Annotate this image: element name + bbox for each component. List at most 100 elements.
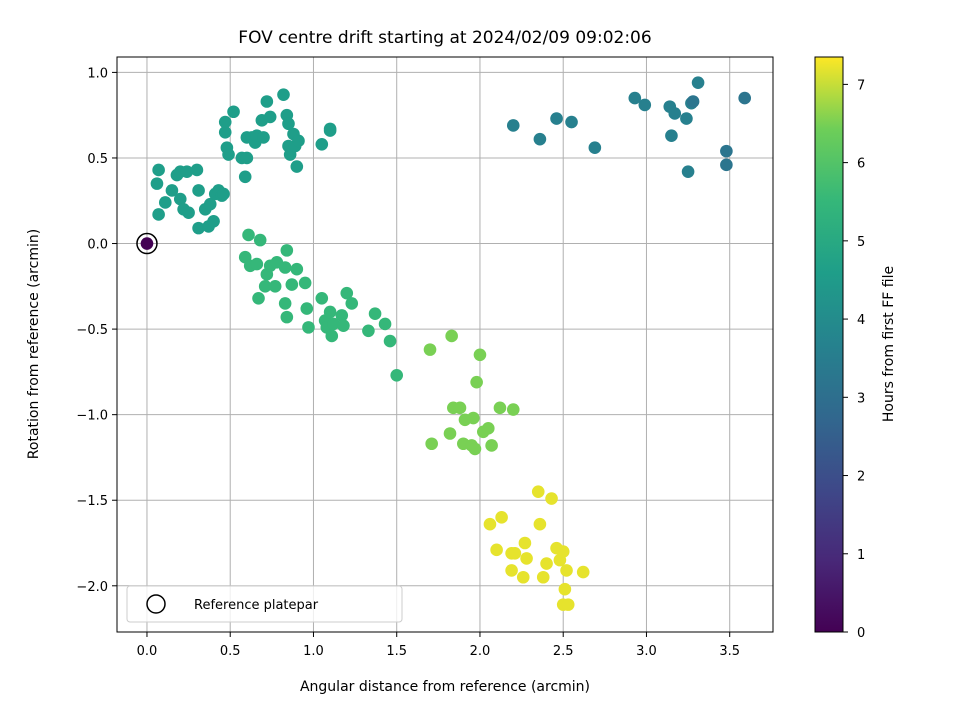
y-tick-label: −2.0: [76, 580, 108, 595]
data-point: [217, 187, 230, 201]
reference-platepar-marker: [136, 232, 158, 255]
x-tick-label: 0.0: [137, 644, 158, 659]
data-point: [531, 485, 545, 498]
data-point: [240, 151, 254, 165]
data-point: [545, 492, 558, 505]
data-point: [720, 144, 733, 158]
data-point: [738, 91, 751, 105]
legend-marker: [146, 594, 166, 614]
data-point: [490, 543, 503, 557]
data-point: [506, 119, 520, 132]
data-point: [383, 334, 397, 348]
x-tick-label: 3.0: [636, 644, 657, 659]
data-point: [290, 160, 304, 173]
x-tick-label: 1.0: [303, 644, 324, 659]
data-point: [390, 369, 404, 382]
x-tick-label: 3.5: [719, 644, 740, 659]
y-tick-label: −1.0: [76, 409, 108, 424]
data-point: [190, 163, 204, 177]
data-point: [300, 302, 314, 315]
x-axis-label: Angular distance from reference (arcmin): [300, 679, 590, 695]
data-point: [362, 324, 375, 338]
data-point: [192, 221, 205, 235]
x-tick-label: 2.0: [470, 644, 491, 659]
data-point: [560, 564, 573, 577]
data-point: [203, 197, 217, 211]
data-point: [518, 536, 532, 550]
data-point: [483, 517, 497, 531]
colorbar-tick-label: 7: [857, 78, 865, 93]
data-point: [665, 129, 678, 143]
y-tick-label: 1.0: [87, 66, 108, 81]
data-point: [278, 297, 292, 310]
data-point: [453, 401, 467, 415]
data-point: [290, 262, 304, 276]
data-point: [691, 76, 705, 89]
data-point: [173, 192, 187, 206]
colorbar-tick-label: 3: [857, 391, 865, 406]
legend-entry: Reference platepar: [194, 598, 319, 613]
data-point: [468, 442, 482, 456]
data-point: [253, 233, 267, 247]
colorbar-tick-label: 6: [857, 157, 865, 172]
data-point: [720, 158, 733, 172]
colorbar-tick-label: 0: [857, 626, 865, 641]
data-point: [588, 141, 602, 154]
data-point: [423, 343, 437, 356]
data-points: [136, 76, 751, 611]
colorbar-tick-label: 2: [857, 470, 865, 485]
data-point: [182, 206, 195, 220]
data-point: [445, 329, 458, 343]
data-point: [686, 95, 700, 108]
data-point: [227, 105, 240, 119]
data-point: [257, 131, 270, 144]
colorbar-tick-label: 5: [857, 235, 865, 250]
colorbar-tick-label: 1: [857, 548, 865, 563]
data-point: [628, 91, 642, 105]
data-point: [561, 598, 575, 611]
data-point: [540, 557, 553, 570]
y-tick-label: 0.0: [87, 238, 108, 253]
legend-box: [126, 585, 403, 623]
x-tick-label: 0.5: [220, 644, 241, 659]
data-point: [192, 184, 205, 197]
data-point: [533, 517, 547, 531]
data-point: [277, 88, 290, 101]
data-point: [425, 437, 438, 451]
data-point: [180, 165, 194, 178]
data-point: [340, 286, 354, 300]
data-point: [558, 582, 572, 596]
data-point: [443, 427, 457, 440]
data-point: [285, 278, 299, 291]
data-point: [337, 319, 350, 332]
data-point: [505, 564, 518, 577]
data-point: [302, 321, 315, 334]
data-point: [576, 565, 590, 579]
data-point: [638, 98, 652, 112]
y-axis-ticks: 1.0 0.5 0.0 −0.5 −1.0 −1.5 −2.0: [76, 66, 117, 595]
data-point: [520, 552, 533, 565]
data-point: [323, 124, 337, 137]
data-point: [315, 137, 329, 151]
colorbar-label: Hours from first FF file: [881, 266, 897, 422]
data-point: [495, 511, 508, 524]
data-point: [485, 439, 498, 452]
reference-point-fill: [140, 237, 154, 250]
data-point: [506, 403, 520, 416]
data-point: [238, 170, 252, 184]
x-axis-ticks: 0.0 0.5 1.0 1.5 2.0 2.5 3.0 3.5: [137, 632, 740, 659]
data-point: [368, 307, 382, 320]
data-point: [250, 257, 264, 271]
x-tick-label: 2.5: [553, 644, 574, 659]
data-point: [536, 570, 550, 584]
data-point: [473, 348, 487, 362]
data-point: [493, 401, 507, 415]
data-point: [280, 310, 294, 324]
data-point: [325, 329, 339, 343]
data-point: [263, 110, 277, 124]
data-point: [508, 546, 522, 560]
data-point: [258, 280, 272, 293]
data-point: [315, 291, 329, 305]
data-point: [158, 196, 172, 209]
data-point: [282, 117, 295, 131]
